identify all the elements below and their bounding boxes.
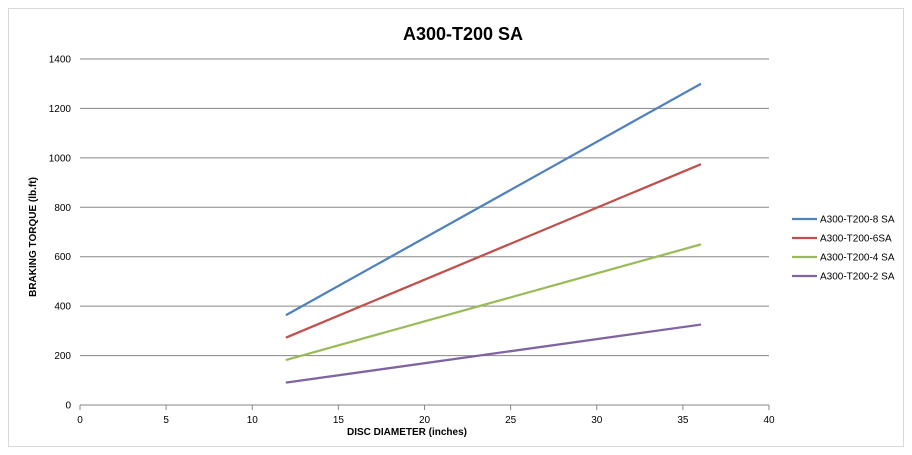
legend: A300-T200-8 SA A300-T200-6SA A300-T200-4 S… (792, 215, 895, 283)
series-line-1 (285, 83, 702, 316)
x-tick-label: 5 (163, 415, 169, 426)
y-tick-label: 1000 (49, 153, 72, 164)
y-tick-label: 1400 (49, 55, 72, 66)
y-tick-label: 0 (65, 401, 71, 412)
y-tick-label: 800 (54, 203, 71, 214)
y-axis-ticks: 0 200 400 600 800 1000 1200 1400 (49, 55, 72, 412)
x-tick-label: 25 (505, 415, 517, 426)
series-line-4 (285, 323, 702, 384)
legend-label: A300-T200-8 SA (820, 215, 895, 226)
x-tick-label: 20 (419, 415, 431, 426)
chart-title: A300-T200 SA (403, 24, 523, 44)
y-tick-label: 400 (54, 302, 71, 313)
series-line-2 (285, 163, 702, 339)
series-lines (285, 83, 702, 384)
legend-label: A300-T200-4 SA (820, 253, 895, 264)
legend-label: A300-T200-6SA (820, 234, 892, 245)
y-tick-label: 200 (54, 351, 71, 362)
x-tick-label: 35 (677, 415, 689, 426)
x-tick-label: 15 (333, 415, 345, 426)
x-tick-label: 30 (591, 415, 603, 426)
y-tick-label: 1200 (49, 104, 72, 115)
y-tick-label: 600 (54, 252, 71, 263)
x-axis-ticks: 0 5 10 15 20 25 30 35 40 (77, 405, 775, 426)
x-tick-label: 0 (77, 415, 83, 426)
x-tick-label: 40 (763, 415, 775, 426)
legend-label: A300-T200-2 SA (820, 272, 895, 283)
chart-container: A300-T200 SA 0 200 400 600 800 1000 1200 1400 0… (8, 8, 904, 447)
y-axis-label: BRAKING TORQUE (lb.ft) (28, 177, 39, 297)
gridlines (80, 58, 769, 357)
series-line-3 (285, 243, 702, 361)
x-axis-label: DISC DIAMETER (inches) (347, 427, 467, 438)
x-tick-label: 10 (247, 415, 259, 426)
